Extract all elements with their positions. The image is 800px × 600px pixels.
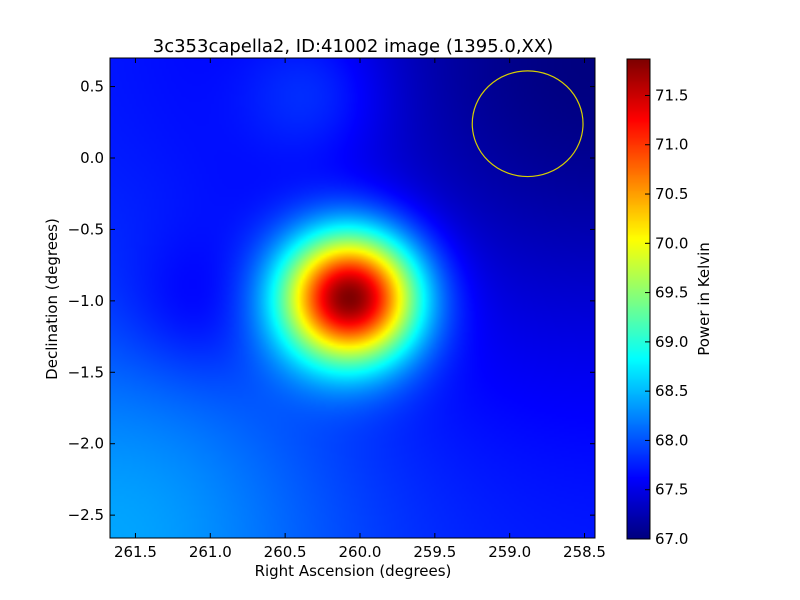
colorbar-tick-label: 71.0 <box>655 136 688 154</box>
y-tick-label: −2.5 <box>68 506 104 524</box>
y-axis-label: Declination (degrees) <box>43 218 61 380</box>
y-tick-label: −1.0 <box>68 292 104 310</box>
colorbar-tick-label: 68.0 <box>655 431 688 449</box>
x-tick-label: 259.0 <box>488 543 531 561</box>
x-tick-label: 258.5 <box>563 543 606 561</box>
y-tick-label: −1.5 <box>68 363 104 381</box>
colorbar-tick-label: 67.5 <box>655 481 688 499</box>
colorbar-tick-label: 69.0 <box>655 333 688 351</box>
y-tick-label: 0.5 <box>80 78 104 96</box>
beam-circle <box>471 70 584 178</box>
x-tick-label: 261.0 <box>189 543 232 561</box>
x-tick-label: 260.0 <box>339 543 382 561</box>
colorbar-frame <box>626 58 651 540</box>
x-axis-label: Right Ascension (degrees) <box>255 562 452 580</box>
colorbar-tick-label: 69.5 <box>655 284 688 302</box>
colorbar-tick-label: 70.0 <box>655 234 688 252</box>
y-axis-ticks: 0.5 0.0 −0.5 −1.0 −1.5 −2.0 −2.5 <box>68 78 595 524</box>
colorbar-label: Power in Kelvin <box>695 242 713 356</box>
x-axis-ticks: 261.5 261.0 260.5 260.0 259.5 259.0 258.5 <box>114 58 606 561</box>
colorbar-tick-label: 67.0 <box>655 530 688 548</box>
chart-title: 3c353capella2, ID:41002 image (1395.0,XX… <box>153 36 553 57</box>
colorbar: 67.0 67.5 68.0 68.5 69.0 69.5 70.0 70.5 71.0 71.5… <box>626 58 713 548</box>
y-tick-label: −2.0 <box>68 435 104 453</box>
y-tick-label: −0.5 <box>68 220 104 238</box>
x-tick-label: 259.5 <box>413 543 456 561</box>
colorbar-tick-label: 71.5 <box>655 86 688 104</box>
colorbar-tick-label: 68.5 <box>655 382 688 400</box>
heatmap-image <box>110 58 595 538</box>
x-tick-label: 260.5 <box>264 543 307 561</box>
colorbar-ticks: 67.0 67.5 68.0 68.5 69.0 69.5 70.0 70.5 71.0 71.5 <box>645 86 688 548</box>
colorbar-gradient <box>627 59 650 539</box>
plot-frame <box>109 57 596 539</box>
heatmap-plot-area <box>109 57 596 539</box>
y-tick-label: 0.0 <box>80 149 104 167</box>
x-tick-label: 261.5 <box>114 543 157 561</box>
colorbar-tick-label: 70.5 <box>655 185 688 203</box>
